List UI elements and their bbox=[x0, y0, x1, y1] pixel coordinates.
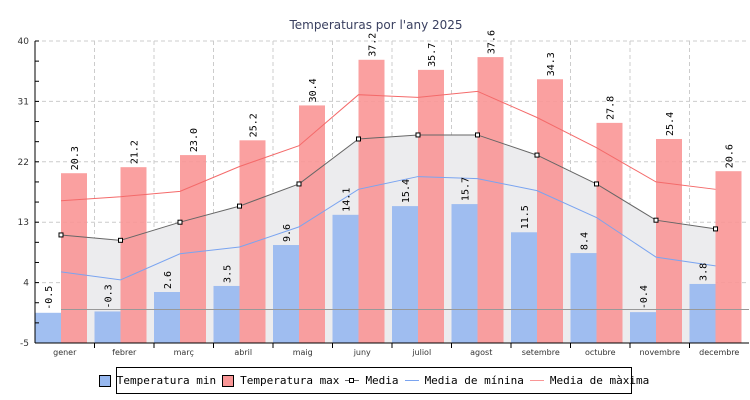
data-label: -0.3 bbox=[104, 284, 115, 308]
y-tick-label: 40 bbox=[18, 37, 30, 47]
legend-item-min: Temperatura min bbox=[98, 374, 217, 387]
x-tick-label: juny bbox=[353, 348, 371, 357]
line-4 bbox=[60, 90, 716, 202]
media-point bbox=[296, 181, 302, 187]
bar-min bbox=[332, 214, 359, 343]
media-point bbox=[534, 152, 540, 158]
x-tick-label: novembre bbox=[639, 348, 680, 357]
y-tick-label: 22 bbox=[18, 158, 29, 168]
bar-min bbox=[451, 204, 478, 343]
bar-min bbox=[273, 245, 299, 343]
bar-min bbox=[511, 232, 537, 343]
media-point bbox=[713, 226, 718, 232]
line-2 bbox=[60, 134, 716, 241]
bar-min bbox=[689, 283, 716, 343]
bar-max bbox=[537, 79, 563, 344]
legend-label: Temperatura max bbox=[240, 374, 340, 387]
data-label: 2.6 bbox=[163, 271, 174, 289]
bar-max bbox=[715, 171, 742, 343]
data-label: 3.8 bbox=[699, 263, 710, 281]
bar-min bbox=[35, 312, 61, 343]
legend: Temperatura min Temperatura max Media Me… bbox=[98, 367, 649, 394]
bar-max bbox=[239, 140, 266, 343]
bar-min bbox=[154, 291, 180, 343]
media-point bbox=[653, 217, 659, 223]
legend-label: Media bbox=[365, 374, 399, 387]
data-label: 15.7 bbox=[461, 177, 472, 201]
data-label: 30.4 bbox=[308, 78, 319, 102]
data-label: 37.2 bbox=[368, 33, 379, 57]
bar-max bbox=[418, 69, 444, 343]
media-point bbox=[415, 132, 421, 138]
legend-item-max: Temperatura max bbox=[222, 374, 339, 387]
media-point bbox=[58, 232, 64, 238]
bar-min bbox=[570, 253, 597, 343]
bar-min bbox=[630, 312, 656, 343]
media-point bbox=[237, 203, 242, 209]
x-tick-label: juliol bbox=[411, 348, 431, 357]
bar-max bbox=[477, 57, 504, 344]
legend-label: Media de mínina bbox=[424, 374, 524, 387]
data-label: 34.3 bbox=[546, 52, 557, 76]
data-label: 35.7 bbox=[427, 43, 438, 67]
bar-min bbox=[213, 285, 240, 343]
data-label: 21.2 bbox=[130, 140, 141, 164]
data-label: 15.4 bbox=[401, 179, 412, 203]
legend-label: Temperatura min bbox=[116, 374, 217, 387]
x-tick-label: setembre bbox=[522, 348, 560, 357]
x-tick-label: maig bbox=[293, 348, 313, 357]
data-label: 11.5 bbox=[520, 205, 531, 229]
data-label: 25.4 bbox=[665, 112, 676, 136]
y-tick-label: -5 bbox=[20, 339, 29, 349]
y-tick-label: 13 bbox=[18, 218, 29, 228]
bar-max bbox=[180, 155, 206, 343]
legend-item-media-max: Media de màxima bbox=[529, 374, 650, 387]
line-3 bbox=[60, 176, 716, 281]
data-label: 9.6 bbox=[282, 224, 293, 242]
legend-item-media: Media bbox=[345, 374, 399, 387]
chart: Temperaturas por l'any 2025 40 31 22 13 4 -5 g… bbox=[18, 18, 749, 357]
data-label: 20.3 bbox=[70, 146, 81, 170]
media-point bbox=[177, 219, 183, 225]
data-label: -0.5 bbox=[44, 286, 55, 310]
x-tick-label: decembre bbox=[699, 348, 739, 357]
x-tick-label: octubre bbox=[585, 348, 616, 357]
y-tick-label: 31 bbox=[18, 97, 29, 107]
data-label: 8.4 bbox=[580, 232, 591, 250]
bar-min bbox=[94, 311, 121, 343]
data-label: 23.0 bbox=[189, 128, 200, 152]
data-label: 3.5 bbox=[223, 265, 234, 283]
data-label: 27.8 bbox=[606, 96, 617, 120]
x-tick-label: març bbox=[174, 348, 194, 357]
x-tick-label: agost bbox=[470, 348, 492, 357]
bar-max bbox=[656, 138, 682, 343]
chart-title: Temperaturas por l'any 2025 bbox=[288, 18, 462, 32]
media-point bbox=[356, 136, 361, 142]
bar-max bbox=[120, 167, 147, 343]
legend-item-media-min: Media de mínina bbox=[404, 374, 524, 387]
data-label: 20.6 bbox=[725, 144, 736, 168]
x-tick-label: abril bbox=[234, 348, 252, 357]
data-label: 14.1 bbox=[342, 188, 353, 212]
x-tick-label: gener bbox=[53, 348, 77, 357]
legend-label: Media de màxima bbox=[549, 374, 650, 387]
data-label: 25.2 bbox=[249, 113, 260, 137]
x-tick-label: febrer bbox=[112, 348, 137, 357]
data-label: -0.4 bbox=[639, 285, 650, 309]
bar-min bbox=[392, 206, 418, 343]
y-tick-label: 4 bbox=[23, 279, 29, 289]
media-point bbox=[475, 132, 480, 138]
data-label: 37.6 bbox=[487, 30, 498, 54]
media-point bbox=[118, 237, 123, 243]
bar-max bbox=[358, 59, 385, 344]
bar-max bbox=[61, 173, 87, 343]
bar-max bbox=[596, 122, 623, 344]
media-point bbox=[594, 181, 599, 187]
